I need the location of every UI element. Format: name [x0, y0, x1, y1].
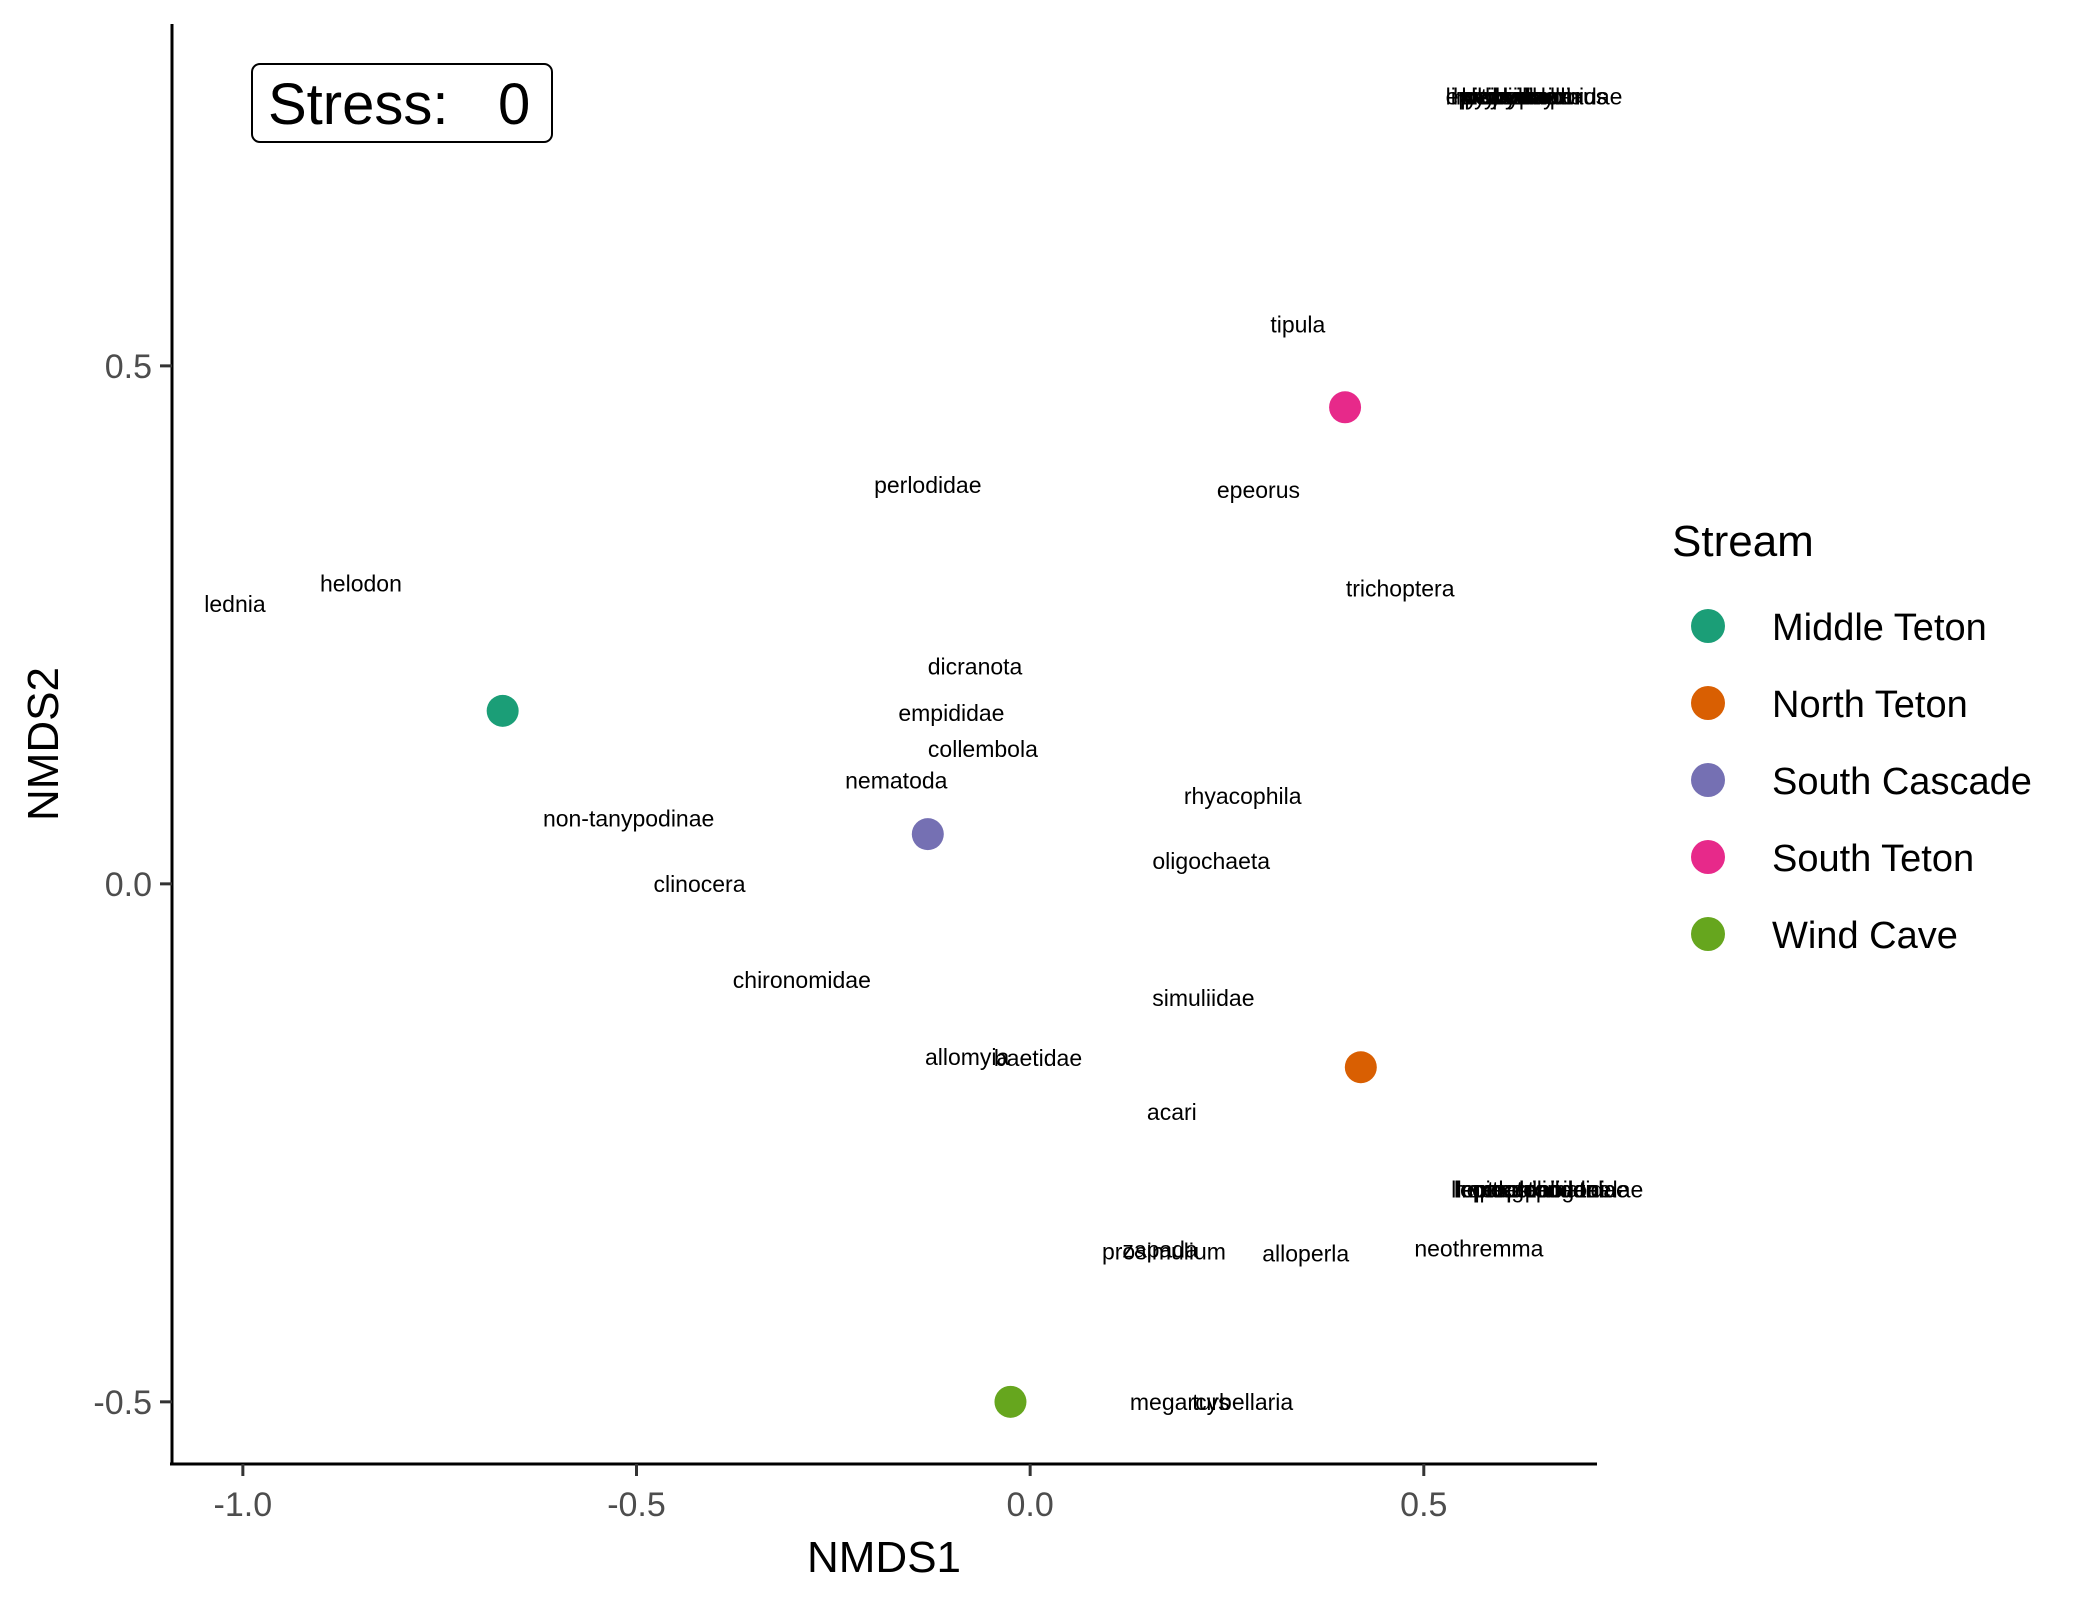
x-tick-label: -0.5	[607, 1486, 666, 1524]
legend-title: Stream	[1672, 517, 1814, 566]
species-label: baetidae	[994, 1045, 1082, 1071]
species-label: hyalella	[1495, 84, 1573, 110]
ticks-layer: -1.0 -0.5 0.0 0.5 -0.5 0.0 0.5	[93, 348, 1447, 1524]
species-label: non-tanypodinae	[543, 806, 714, 832]
y-tick-label: -0.5	[93, 1384, 152, 1422]
species-label: empididae	[898, 700, 1004, 726]
y-tick-label: 0.5	[105, 348, 152, 386]
species-label: nematoda	[845, 767, 948, 793]
species-label: hydrachnidia	[1453, 84, 1584, 110]
legend-key	[1691, 763, 1725, 797]
stress-value: 0	[498, 72, 530, 137]
legend-items: Middle Teton North Teton South Cascade Sout…	[1691, 607, 2032, 957]
species-label: allomyia	[925, 1044, 1010, 1070]
stress-annotation: Stress: 0	[251, 63, 553, 143]
species-label: lepidostomatidae	[1455, 1176, 1629, 1202]
species-label: epeorus	[1217, 477, 1300, 503]
species-label: lirceus	[1446, 84, 1512, 110]
legend-label: South Cascade	[1772, 761, 2032, 803]
species-label: simuliidae	[1152, 985, 1254, 1011]
species-label: leptophlebiidae	[1457, 1176, 1612, 1202]
species-label: clinocera	[653, 871, 745, 897]
species-label: tipuliidae	[1481, 84, 1572, 110]
species-label: prosimulium	[1102, 1239, 1226, 1265]
species-label: hydropsychidae	[1461, 84, 1622, 110]
species-label: perlodidae	[874, 472, 981, 498]
species-label: chironomidae	[733, 967, 871, 993]
species-label: rhyacophila	[1184, 783, 1302, 809]
species-label: ephydridae	[1446, 84, 1560, 110]
x-axis-title: NMDS1	[807, 1533, 961, 1582]
species-label: physidae	[1464, 84, 1556, 110]
species-label: zapada	[1122, 1237, 1198, 1263]
legend-label: North Teton	[1772, 684, 1968, 726]
legend-key	[1691, 840, 1725, 874]
species-label: trichoptera	[1346, 576, 1455, 602]
species-labels: tipula epeorus perlodidae trichoptera lednia…	[204, 84, 1643, 1415]
site-point	[1329, 391, 1362, 424]
species-label: oligochaeta	[1152, 848, 1270, 874]
legend-label: South Teton	[1772, 838, 1974, 880]
site-point	[1344, 1051, 1377, 1084]
legend-key	[1691, 917, 1725, 951]
species-label: neothremma	[1414, 1236, 1543, 1262]
legend-label: Wind Cave	[1772, 915, 1958, 957]
species-label: capniidae	[1501, 1176, 1599, 1202]
species-label: collembola	[928, 736, 1038, 762]
legend: Stream Middle Teton North Teton South Casc…	[1672, 517, 2032, 957]
stress-box	[251, 63, 553, 143]
x-tick-label: 0.5	[1400, 1486, 1447, 1524]
site-point	[911, 818, 944, 851]
species-label: acari	[1147, 1099, 1197, 1125]
legend-key	[1691, 686, 1725, 720]
species-label: ceratopogonidae	[1472, 1176, 1643, 1202]
site-point	[486, 694, 519, 727]
species-label: limnephilidae	[1451, 1176, 1585, 1202]
x-tick-label: -1.0	[214, 1486, 273, 1524]
species-label: turbellaria	[1192, 1389, 1293, 1415]
species-label: megarcys	[1130, 1389, 1230, 1415]
site-point	[994, 1385, 1027, 1418]
y-axis-title: NMDS2	[19, 667, 68, 821]
stress-label: Stress:	[268, 72, 449, 137]
species-label: dicranota	[928, 653, 1023, 679]
species-label: lednia	[204, 591, 266, 617]
site-points	[486, 391, 1377, 1418]
species-label: heptageniidae	[1454, 1176, 1599, 1202]
legend-label: Middle Teton	[1772, 607, 1987, 649]
species-label: tipula	[1270, 311, 1325, 337]
species-label: helodon	[320, 570, 402, 596]
x-tick-label: 0.0	[1007, 1486, 1054, 1524]
species-label: hydroporus	[1492, 84, 1607, 110]
species-label: alloperla	[1262, 1241, 1349, 1267]
y-tick-label: 0.0	[105, 866, 152, 904]
legend-key	[1691, 609, 1725, 643]
species-label: pisidium	[1460, 84, 1544, 110]
